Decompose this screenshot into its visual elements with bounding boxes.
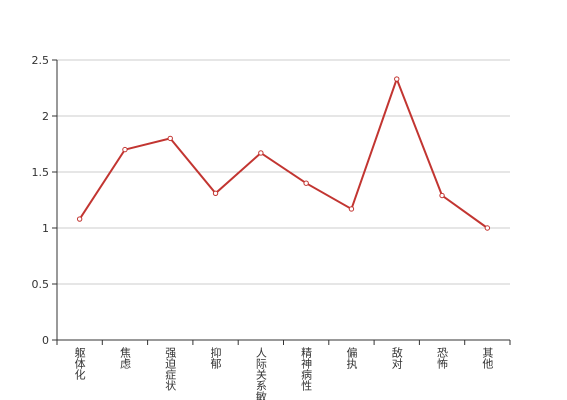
x-tick-label: 敌对 — [390, 346, 403, 369]
point — [303, 180, 309, 186]
point — [122, 146, 128, 153]
point — [484, 225, 491, 231]
point — [394, 76, 400, 82]
point — [348, 206, 355, 212]
y-tick-label: 2 — [42, 110, 49, 123]
line — [78, 76, 488, 229]
x-tick-label: 强迫症状 — [164, 347, 177, 391]
point — [258, 150, 264, 156]
y-tick-label: 2.5 — [32, 54, 50, 67]
y-tick-label: 0 — [42, 334, 49, 347]
point — [76, 216, 83, 222]
x-tick-label: 焦虑 — [118, 347, 131, 369]
x-tick-label: 恐怖 — [436, 347, 449, 369]
x-tick-label: 人际关系敏感 — [254, 347, 267, 400]
y-tick-label: 1.5 — [32, 166, 50, 179]
x-tick-label: 抑郁 — [209, 346, 222, 369]
x-tick-label: 躯体化 — [73, 347, 86, 381]
x-tick-label: 其他 — [481, 347, 494, 369]
point — [167, 135, 173, 142]
y-tick-label: 1 — [42, 222, 49, 235]
x-tick-label: 偏执 — [345, 346, 358, 370]
point — [439, 192, 445, 199]
point — [212, 190, 219, 196]
x-tick-label: 精神病性 — [300, 347, 313, 392]
y-tick-label: 0.5 — [32, 278, 50, 291]
